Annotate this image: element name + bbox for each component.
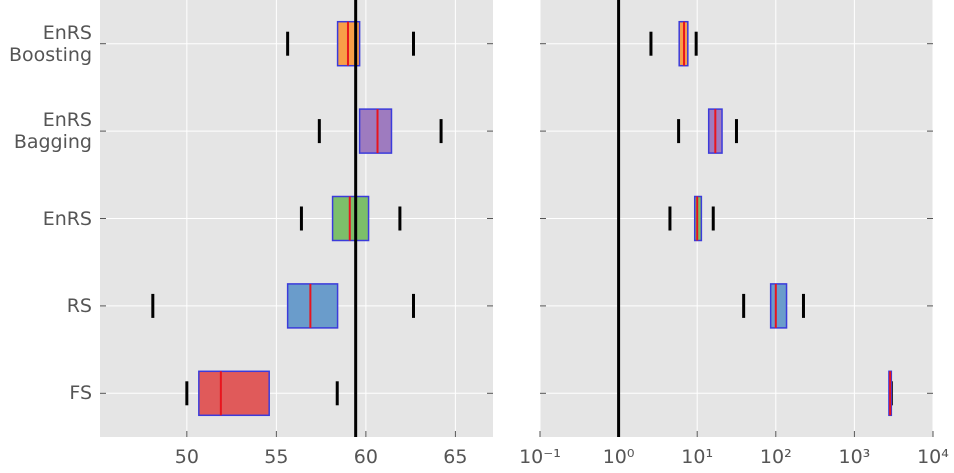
y-tick-label: FS bbox=[69, 382, 92, 405]
x-tick-label: 10² bbox=[760, 446, 792, 468]
x-tick-label: 10⁴ bbox=[917, 446, 949, 468]
box bbox=[198, 370, 270, 417]
x-tick-label: 10⁰ bbox=[603, 446, 635, 468]
x-tick-label: 65 bbox=[443, 446, 467, 468]
x-tick-label: 60 bbox=[354, 446, 378, 468]
x-tick-label: 10⁻¹ bbox=[519, 446, 561, 468]
x-tick-label: 50 bbox=[175, 446, 199, 468]
y-tick-label: RS bbox=[66, 294, 92, 317]
x-tick-label: 55 bbox=[264, 446, 288, 468]
box bbox=[769, 283, 788, 329]
x-tick-label: 10¹ bbox=[681, 446, 713, 468]
box bbox=[358, 108, 393, 154]
box bbox=[286, 283, 339, 329]
y-tick-label: EnRS bbox=[42, 207, 92, 230]
y-tick-label: EnRS Bagging bbox=[13, 109, 92, 154]
y-tick-label: EnRS Boosting bbox=[8, 21, 92, 66]
x-tick-label: 10³ bbox=[839, 446, 871, 468]
